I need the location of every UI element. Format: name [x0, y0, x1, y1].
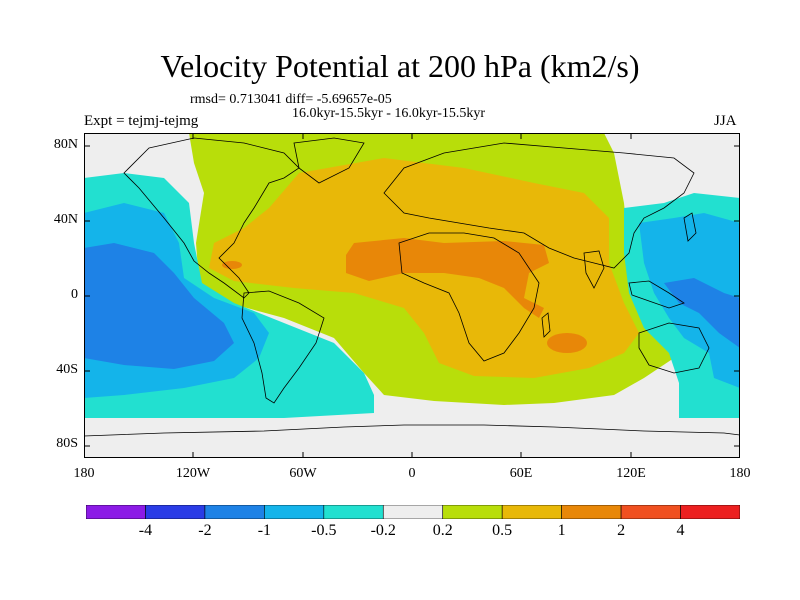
colorbar-label: 1 — [557, 522, 566, 539]
lat-tick-80s: 80S — [56, 436, 78, 451]
colorbar-swatch — [620, 505, 681, 519]
colorbar-label: 2 — [617, 522, 626, 539]
contour-region-neg-1-2-pacific-east — [84, 243, 234, 369]
lon-tick-120w: 120W — [175, 466, 211, 481]
colorbar-swatch — [501, 505, 562, 519]
colorbar-label: -0.5 — [311, 522, 337, 539]
lat-tick-40s: 40S — [56, 362, 78, 377]
colorbar-label: -1 — [257, 522, 272, 539]
lat-tick-40n: 40N — [53, 212, 78, 227]
colorbar-swatch — [264, 505, 325, 519]
colorbar-swatch — [561, 505, 622, 519]
period-line: 16.0kyr-15.5kyr - 16.0kyr-15.5kyr — [292, 106, 486, 121]
colorbar-label: -0.2 — [370, 522, 396, 539]
lon-tick-180-right: 180 — [729, 466, 751, 481]
plot-title: Velocity Potential at 200 hPa (km2/s) — [160, 48, 640, 84]
lat-tick-0: 0 — [71, 287, 78, 302]
season-label: JJA — [714, 113, 737, 129]
contour-region-pos-1-2-west — [222, 261, 242, 269]
lon-tick-60e: 60E — [509, 466, 533, 481]
colorbar-label: -4 — [138, 522, 153, 539]
lon-tick-60w: 60W — [289, 466, 317, 481]
lon-tick-120e: 120E — [616, 466, 646, 481]
colorbar-label: 0.5 — [492, 522, 513, 539]
colorbar-swatch — [86, 505, 146, 519]
contour-region-pos-1-2 — [346, 238, 549, 318]
velocity-potential-map — [84, 133, 740, 458]
colorbar-label: 4 — [676, 522, 685, 539]
lon-tick-0: 0 — [408, 466, 416, 481]
colorbar-label: 0.2 — [432, 522, 453, 539]
stats-line: rmsd= 0.713041 diff= -5.69657e-05 — [190, 92, 392, 107]
contour-region-pos-1-2-south — [547, 333, 587, 353]
lon-tick-180-left: 180 — [73, 466, 95, 481]
contour-region-neg-1-2-pacific-west — [664, 278, 740, 348]
axis-ticks — [84, 133, 740, 458]
colorbar — [86, 505, 740, 519]
colorbar-swatch — [323, 505, 384, 519]
colorbar-swatch — [204, 505, 265, 519]
colorbar-swatch — [145, 505, 206, 519]
colorbar-swatch — [382, 505, 444, 519]
experiment-label: Expt = tejmj-tejmg — [84, 113, 199, 129]
lat-tick-80n: 80N — [53, 137, 78, 152]
colorbar-swatch — [442, 505, 503, 519]
colorbar-swatch — [680, 505, 740, 519]
coastlines — [84, 137, 740, 437]
colorbar-label: -2 — [198, 522, 212, 539]
